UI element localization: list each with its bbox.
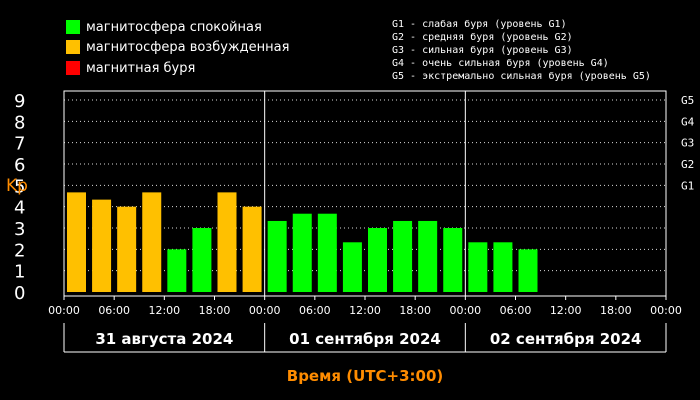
kp-bar: [92, 199, 112, 292]
scale-note-g5: G5 - экстремально сильная буря (уровень …: [392, 71, 651, 82]
day-label: 02 сентября 2024: [490, 330, 642, 348]
kp-bar: [393, 220, 413, 292]
y-tick-label: 1: [14, 262, 25, 283]
kp-bar: [317, 213, 337, 292]
y-tick-label: 6: [14, 155, 25, 176]
scale-note-g2: G2 - средняя буря (уровень G2): [392, 32, 573, 43]
kp-bar: [493, 242, 513, 292]
kp-bar: [117, 206, 137, 292]
scale-note-g1: G1 - слабая буря (уровень G1): [392, 19, 567, 30]
day-label: 01 сентября 2024: [289, 330, 441, 348]
x-tick-label: 00:00: [449, 304, 481, 317]
legend-item-quiet: магнитосфера спокойная: [66, 19, 262, 35]
y-tick-label: 2: [14, 240, 25, 261]
scale-note-g4: G4 - очень сильная буря (уровень G4): [392, 58, 609, 69]
right-tick-g4: G4: [681, 115, 695, 128]
y-tick-label: 8: [14, 112, 25, 133]
y-tick-label: 3: [14, 219, 25, 240]
kp-bar: [368, 228, 387, 292]
right-tick-g3: G3: [681, 137, 694, 150]
legend-swatch-active: [66, 40, 80, 54]
x-tick-label: 18:00: [399, 304, 431, 317]
y-tick-label: 9: [14, 91, 25, 112]
right-tick-g2: G2: [681, 158, 694, 171]
kp-bar: [443, 228, 463, 292]
x-tick-label: 12:00: [550, 304, 582, 317]
legend-item-active: магнитосфера возбужденная: [66, 39, 289, 55]
x-tick-label: 12:00: [148, 304, 180, 317]
x-tick-label: 06:00: [500, 304, 532, 317]
legend-label-quiet: магнитосфера спокойная: [86, 19, 262, 35]
kp-bar: [342, 242, 362, 292]
legend-item-storm: магнитная буря: [66, 60, 195, 76]
kp-bar: [217, 192, 237, 292]
legend-swatch-storm: [66, 61, 80, 75]
kp-bar: [518, 249, 538, 292]
x-tick-label: 18:00: [600, 304, 632, 317]
x-axis-title: Время (UTC+3:00): [287, 367, 443, 385]
scale-note-g3: G3 - сильная буря (уровень G3): [392, 45, 573, 56]
y-axis-label: Kp: [6, 176, 28, 196]
y-tick-label: 7: [14, 134, 25, 155]
y-tick-label: 0: [14, 283, 25, 304]
kp-bar: [242, 206, 262, 292]
x-tick-label: 18:00: [199, 304, 231, 317]
x-tick-label: 12:00: [349, 304, 381, 317]
legend-swatch-quiet: [66, 20, 80, 34]
kp-bar: [267, 220, 287, 292]
x-tick-label: 00:00: [249, 304, 281, 317]
right-tick-g1: G1: [681, 179, 694, 192]
legend-label-active: магнитосфера возбужденная: [86, 39, 290, 55]
day-label: 31 августа 2024: [95, 330, 233, 348]
kp-bar: [142, 192, 162, 292]
y-tick-label: 4: [14, 198, 25, 219]
kp-bar: [192, 228, 212, 292]
kp-bar: [418, 220, 438, 292]
x-tick-label: 06:00: [299, 304, 331, 317]
y-tick-label: 5: [14, 176, 25, 197]
kp-bar: [67, 192, 86, 292]
kp-bar: [468, 242, 488, 292]
legend-label-storm: магнитная буря: [86, 60, 196, 76]
x-tick-label: 00:00: [48, 304, 80, 317]
x-tick-label: 00:00: [650, 304, 682, 317]
x-tick-label: 06:00: [98, 304, 130, 317]
kp-bar: [292, 213, 312, 292]
kp-bar: [167, 249, 187, 292]
right-tick-g5: G5: [681, 94, 694, 107]
